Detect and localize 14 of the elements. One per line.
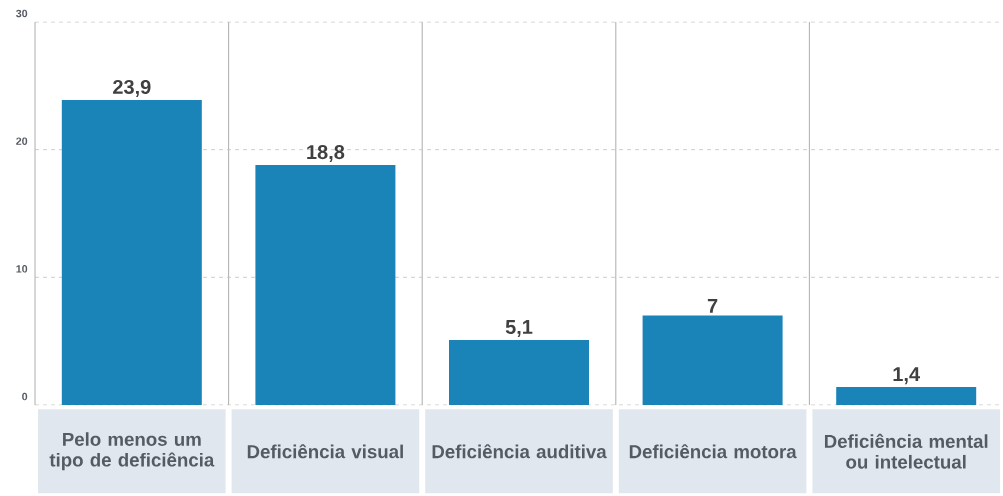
x-tick-label: Pelo menos um tipo de deficiência (49, 432, 215, 471)
data-label: 5,1 (505, 320, 533, 337)
data-label: 18,8 (307, 144, 345, 163)
data-label: 7 (707, 298, 718, 313)
y-tick-label: 20 (16, 137, 28, 145)
x-tick-label: Deficiência visual (247, 444, 403, 459)
y-tick-label: 0 (22, 392, 28, 401)
data-label: 23,9 (113, 79, 151, 97)
x-tick-label: Deficiência mental ou intelectual (824, 433, 988, 469)
x-tick-label: Deficiência auditiva (432, 444, 607, 459)
x-tick-label: Deficiência motora (629, 444, 797, 459)
y-tick-label: 30 (16, 9, 28, 18)
y-tick-label: 10 (16, 265, 28, 273)
data-label: 1,4 (893, 367, 920, 385)
